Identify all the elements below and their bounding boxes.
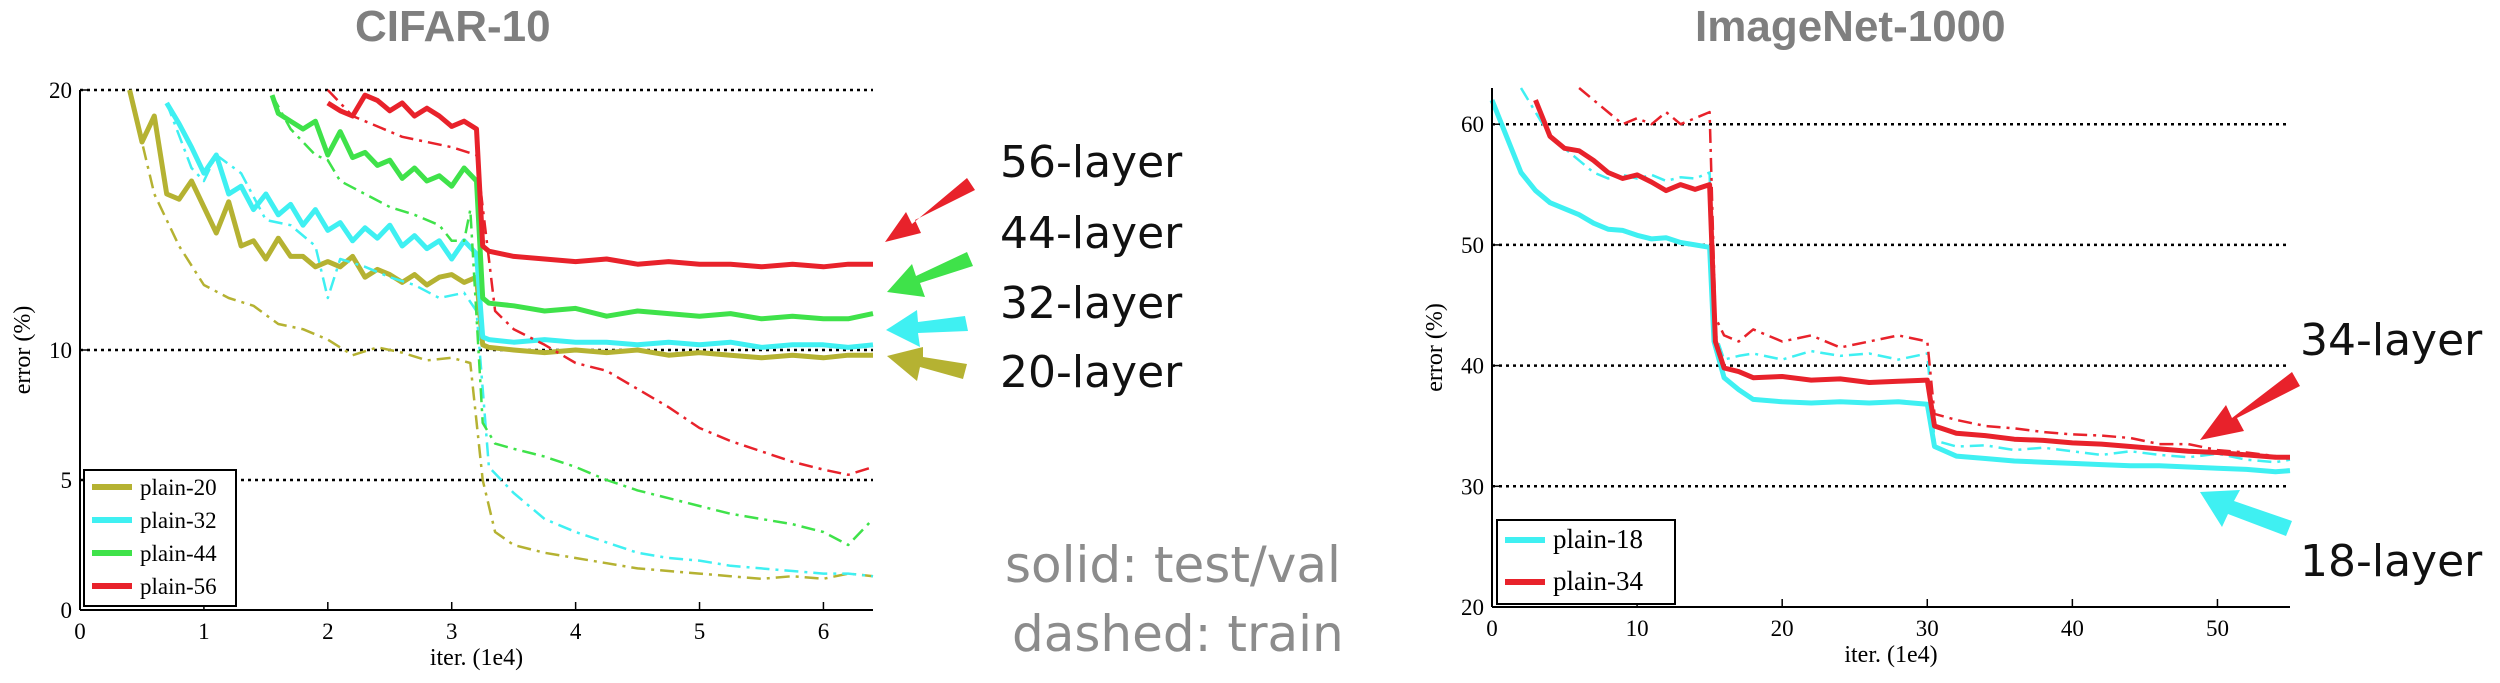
note-solid: solid: test/val [1005,536,1341,594]
label-18-layer: 18-layer [2300,536,2483,587]
imagenet-y-axis-label: error (%) [1422,303,1448,392]
cifar-legend-label-plain-56: plain-56 [140,574,217,599]
label-32-layer: 32-layer [1000,278,1183,329]
cifar-legend-label-plain-44: plain-44 [140,541,217,566]
imagenet-y-tick-label: 40 [1461,354,1484,379]
cifar-x-tick-label: 3 [446,619,458,644]
imagenet-x-axis-label: iter. (1e4) [1844,642,1937,668]
cifar-x-tick-label: 1 [198,619,210,644]
label-44-layer: 44-layer [1000,208,1183,259]
cifar-series-plain-32-train [165,102,874,578]
imagenet-title: ImageNet-1000 [1695,2,2006,51]
cifar-series-plain-44-test [269,94,874,322]
cifar-series-plain-20-train [128,89,874,581]
cifar-legend [83,469,237,607]
cifar-x-tick-label: 6 [818,619,830,644]
imagenet-series-plain-18-test [1489,99,2291,475]
note-dashed: dashed: train [1012,605,1344,663]
cifar-x-axis-label: iter. (1e4) [430,645,523,671]
arrow-18-layer [2200,490,2292,536]
cifar-legend-label-plain-32: plain-32 [140,508,217,533]
imagenet-y-tick-label: 60 [1461,112,1484,137]
imagenet-series-plain-18-train [1519,87,2291,464]
arrow-20-layer [887,347,967,381]
imagenet-x-tick-label: 10 [1626,616,1649,641]
imagenet-y-tick-label: 30 [1461,474,1484,499]
imagenet-series-plain-34-test [1533,99,2290,460]
imagenet-legend-label-plain-18: plain-18 [1553,524,1643,554]
label-20-layer: 20-layer [1000,347,1183,398]
cifar-y-tick-label: 0 [61,598,73,623]
cifar-x-tick-label: 2 [322,619,334,644]
arrow-34-layer [2200,372,2300,440]
imagenet-x-tick-label: 30 [1916,616,1939,641]
cifar-series-plain-56-test [326,92,873,270]
imagenet-legend-label-plain-34: plain-34 [1553,566,1643,596]
cifar-series-plain-44-train [271,94,874,547]
cifar-x-tick-label: 5 [694,619,706,644]
imagenet-y-tick-label: 20 [1461,595,1484,620]
label-56-layer: 56-layer [1000,137,1183,188]
cifar-y-tick-label: 5 [61,468,73,493]
imagenet-x-tick-label: 20 [1771,616,1794,641]
cifar-series-plain-32-test [164,101,874,350]
cifar-x-tick-label: 4 [570,619,582,644]
imagenet-x-tick-label: 0 [1486,616,1498,641]
cifar-x-tick-label: 0 [74,619,86,644]
imagenet-x-tick-label: 40 [2061,616,2084,641]
cifar-title: CIFAR-10 [355,2,551,51]
label-34-layer: 34-layer [2300,315,2483,366]
cifar-legend-label-plain-20: plain-20 [140,475,217,500]
arrow-44-layer [887,252,973,297]
imagenet-y-tick-label: 50 [1461,233,1484,258]
arrow-56-layer [885,178,975,242]
imagenet-legend [1496,519,1676,605]
cifar-series-plain-56-train [326,89,874,477]
cifar-y-tick-label: 20 [49,78,72,103]
cifar-y-axis-label: error (%) [10,306,36,395]
imagenet-series-plain-34-train [1578,87,2291,460]
imagenet-x-tick-label: 50 [2206,616,2229,641]
arrow-32-layer [886,310,968,347]
cifar-y-tick-label: 10 [49,338,72,363]
